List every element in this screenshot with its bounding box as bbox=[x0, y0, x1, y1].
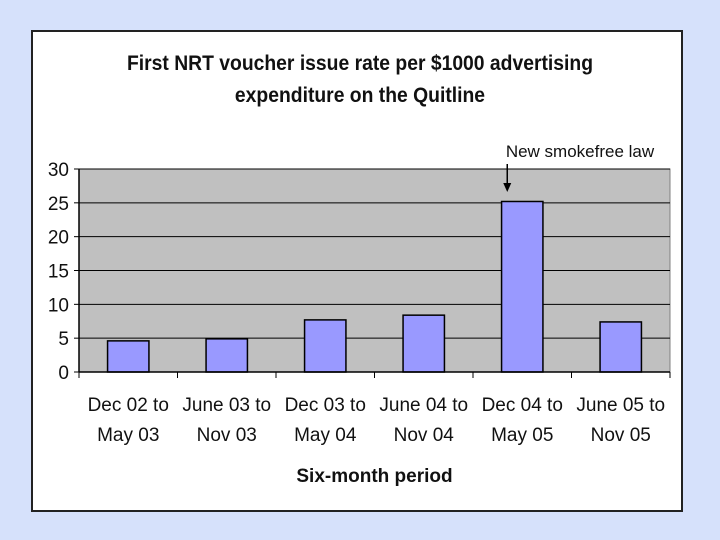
bars bbox=[106, 200, 643, 373]
bar bbox=[205, 338, 249, 373]
x-tick-label: Nov 04 bbox=[394, 425, 455, 446]
bar bbox=[500, 200, 544, 373]
bar bbox=[599, 321, 643, 373]
x-tick-label: May 05 bbox=[491, 425, 553, 446]
chart-title-line-1: First NRT voucher issue rate per $1000 a… bbox=[126, 52, 594, 75]
gridlines bbox=[79, 168, 670, 339]
bar bbox=[303, 319, 347, 373]
y-tick-label: 25 bbox=[48, 194, 69, 215]
x-tick-label: Nov 05 bbox=[591, 425, 651, 446]
bar bbox=[106, 340, 150, 373]
x-tick-label: May 04 bbox=[294, 425, 357, 446]
annotation: New smokefree law bbox=[503, 142, 655, 192]
y-tick-label: 30 bbox=[48, 160, 69, 181]
annotation-text: New smokefree law bbox=[506, 142, 655, 161]
axes bbox=[74, 168, 671, 378]
chart-title-line-2: expenditure on the Quitline bbox=[234, 84, 486, 107]
x-tick-label: Dec 02 to bbox=[88, 395, 169, 416]
x-tick-label: June 05 to bbox=[576, 395, 665, 416]
y-tick-label: 20 bbox=[48, 228, 69, 249]
y-tick-label: 15 bbox=[48, 262, 69, 283]
y-tick-labels: 0 5 10 15 20 25 30 bbox=[48, 160, 69, 384]
x-tick-labels: Dec 02 to May 03 June 03 to Nov 03 Dec 03 to… bbox=[88, 395, 666, 446]
x-tick-label: Dec 04 to bbox=[482, 395, 563, 416]
chart-title: First NRT voucher issue rate per $1000 a… bbox=[29, 48, 691, 112]
annotation-arrowhead bbox=[503, 183, 512, 192]
x-tick-label: Dec 03 to bbox=[285, 395, 366, 416]
x-tick-label: June 04 to bbox=[379, 395, 468, 416]
y-tick-label: 5 bbox=[58, 329, 69, 350]
x-axis-label: Six-month period bbox=[296, 466, 452, 487]
bar bbox=[402, 314, 446, 373]
x-tick-label: June 03 to bbox=[182, 395, 271, 416]
x-tick-label: May 03 bbox=[97, 425, 159, 446]
x-tick-label: Nov 03 bbox=[197, 425, 257, 446]
y-tick-label: 0 bbox=[58, 363, 69, 384]
y-tick-label: 10 bbox=[48, 295, 69, 316]
